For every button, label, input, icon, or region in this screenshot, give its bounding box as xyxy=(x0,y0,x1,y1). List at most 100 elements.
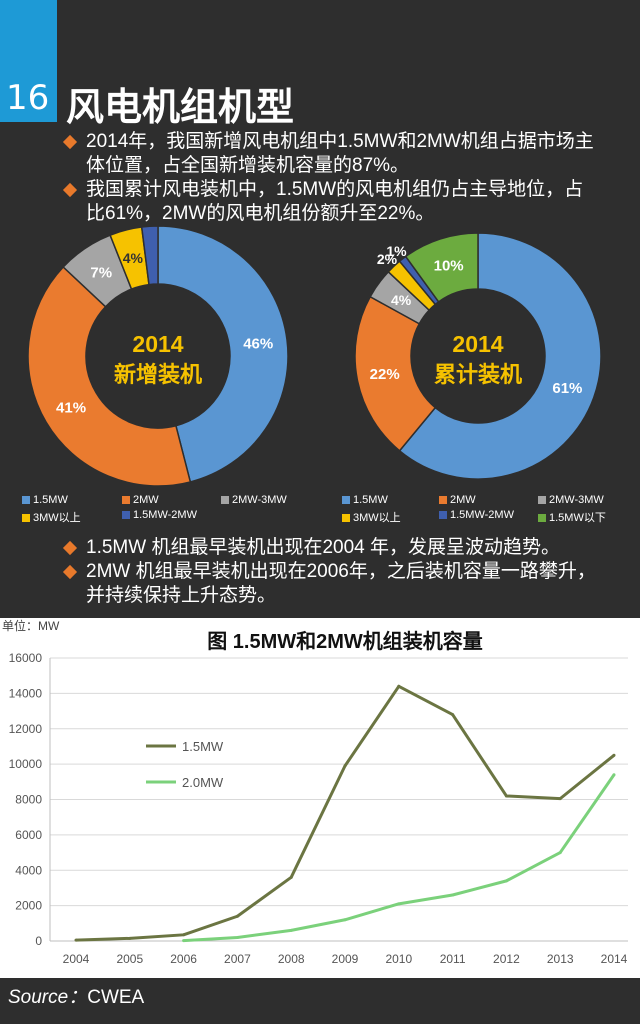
donut-data-label: 22% xyxy=(370,366,400,383)
y-tick-label: 14000 xyxy=(9,686,43,700)
x-tick-label: 2012 xyxy=(493,952,520,966)
x-tick-label: 2013 xyxy=(547,952,574,966)
donut-slice xyxy=(140,225,159,286)
x-tick-label: 2009 xyxy=(332,952,359,966)
y-tick-label: 12000 xyxy=(9,722,43,736)
data-point xyxy=(451,713,455,717)
donut-slice xyxy=(404,232,479,303)
legend-item: 1.5MW xyxy=(22,494,68,506)
donut-slice xyxy=(354,295,437,452)
legend-item: 1.5MW xyxy=(342,494,388,506)
legend-swatch xyxy=(122,496,130,505)
donut-center-subtitle: 新增装机 xyxy=(114,362,202,387)
line-chart-panel: 单位：MW 图 1.5MW和2MW机组装机容量 0 2000 4000 6000 8000 1… xyxy=(0,618,640,978)
data-point xyxy=(343,764,347,768)
bullet-item: 1.5MW 机组最早装机出现在2004 年，发展呈波动趋势。 xyxy=(62,536,602,560)
data-point xyxy=(612,753,616,757)
legend-label: 2MW xyxy=(133,494,159,506)
x-tick-label: 2014 xyxy=(601,952,628,966)
legend-swatch xyxy=(538,514,546,523)
donut-data-label: 4% xyxy=(391,292,412,308)
donut-data-label: 7% xyxy=(90,264,112,281)
donut-center-title: 2014 xyxy=(132,331,183,357)
y-unit-label: 单位：MW xyxy=(2,618,60,633)
donut-data-label: 2% xyxy=(139,222,160,224)
intro-bullets: 2014年，我国新增风电机组中1.5MW和2MW机组占据市场主体位置，占全国新增… xyxy=(62,130,602,226)
data-point xyxy=(74,938,78,942)
bullet-item: 2MW 机组最早装机出现在2006年，之后装机容量一路攀升，并持续保持上升态势。 xyxy=(62,560,602,608)
legend-item: 3MW以上 xyxy=(342,509,401,525)
data-point xyxy=(182,939,186,943)
legend-swatch xyxy=(221,496,229,505)
data-point xyxy=(504,794,508,798)
x-tick-label: 2008 xyxy=(278,952,305,966)
lower-bullets: 1.5MW 机组最早装机出现在2004 年，发展呈波动趋势。 2MW 机组最早装… xyxy=(62,536,602,608)
data-point xyxy=(612,773,616,777)
y-tick-label: 2000 xyxy=(15,899,42,913)
data-point xyxy=(289,928,293,932)
source-label: Source xyxy=(8,987,69,1008)
diamond-bullet-icon xyxy=(62,540,78,556)
legend-swatch xyxy=(538,496,546,505)
source-value: CWEA xyxy=(87,987,145,1008)
donut-data-label: 4% xyxy=(123,250,144,266)
legend-label: 1.5MW xyxy=(353,494,388,506)
diamond-bullet-icon xyxy=(62,134,78,150)
donut-data-label: 2% xyxy=(377,251,398,267)
legend-item: 1.5MW-2MW xyxy=(439,509,514,521)
legend-item: 3MW以上 xyxy=(22,509,81,525)
data-point xyxy=(504,879,508,883)
y-tick-label: 16000 xyxy=(9,651,43,665)
data-point xyxy=(397,902,401,906)
x-tick-label: 2011 xyxy=(440,952,466,966)
legend-swatch xyxy=(22,496,30,505)
line-chart-title: 图 1.5MW和2MW机组装机容量 xyxy=(207,629,483,653)
donut-slice xyxy=(27,265,192,487)
page-title: 风电机组机型 xyxy=(66,85,295,129)
legend-label: 1.5MW以下 xyxy=(549,512,606,524)
legend-label: 2MW xyxy=(450,494,476,506)
legend-swatch xyxy=(439,496,447,505)
legend-label: 1.5MW xyxy=(33,494,68,506)
legend-item: 1.5MW-2MW xyxy=(122,509,197,521)
legend-item: 2MW-3MW xyxy=(538,494,604,506)
x-tick-label: 2006 xyxy=(170,952,197,966)
data-point xyxy=(289,875,293,879)
data-point xyxy=(235,914,239,918)
x-tick-label: 2005 xyxy=(116,952,143,966)
data-point xyxy=(182,933,186,937)
donut-slice xyxy=(157,225,289,483)
donut-data-label: 46% xyxy=(243,335,273,352)
x-tick-label: 2007 xyxy=(224,952,251,966)
diamond-bullet-icon xyxy=(62,182,78,198)
data-point xyxy=(558,797,562,801)
donut-center-title: 2014 xyxy=(452,331,503,357)
source-separator: ： xyxy=(68,987,88,1008)
data-point xyxy=(128,936,132,940)
legend-label: 1.5MW-2MW xyxy=(133,509,197,521)
legend-label: 2MW-3MW xyxy=(549,494,604,506)
bullet-text: 我国累计风电装机中，1.5MW的风电机组仍占主导地位，占比61%，2MW的风电机… xyxy=(86,179,584,224)
donut-center-subtitle: 累计装机 xyxy=(434,362,522,387)
legend-item: 2MW xyxy=(439,494,476,506)
legend-swatch xyxy=(342,514,350,523)
bullet-item: 我国累计风电装机中，1.5MW的风电机组仍占主导地位，占比61%，2MW的风电机… xyxy=(62,178,602,226)
data-point xyxy=(558,851,562,855)
bullet-text: 2014年，我国新增风电机组中1.5MW和2MW机组占据市场主体位置，占全国新增… xyxy=(86,131,594,176)
legend-label: 1.5MW-2MW xyxy=(450,509,514,521)
legend-swatch xyxy=(439,511,447,520)
source-note: Source：CWEA xyxy=(8,982,144,1009)
legend-label: 3MW以上 xyxy=(353,512,401,524)
diamond-bullet-icon xyxy=(62,564,78,580)
donut-slice xyxy=(398,232,602,480)
legend-swatch xyxy=(122,511,130,520)
data-point xyxy=(397,684,401,688)
legend-label: 3MW以上 xyxy=(33,512,81,524)
legend-item: 2MW xyxy=(122,494,159,506)
data-point xyxy=(235,935,239,939)
legend-swatch xyxy=(22,514,30,523)
bullet-text: 2MW 机组最早装机出现在2006年，之后装机容量一路攀升，并持续保持上升态势。 xyxy=(86,561,596,606)
bullet-text: 1.5MW 机组最早装机出现在2004 年，发展呈波动趋势。 xyxy=(86,537,560,558)
legend-label: 1.5MW xyxy=(182,739,224,754)
y-tick-label: 4000 xyxy=(15,863,42,877)
